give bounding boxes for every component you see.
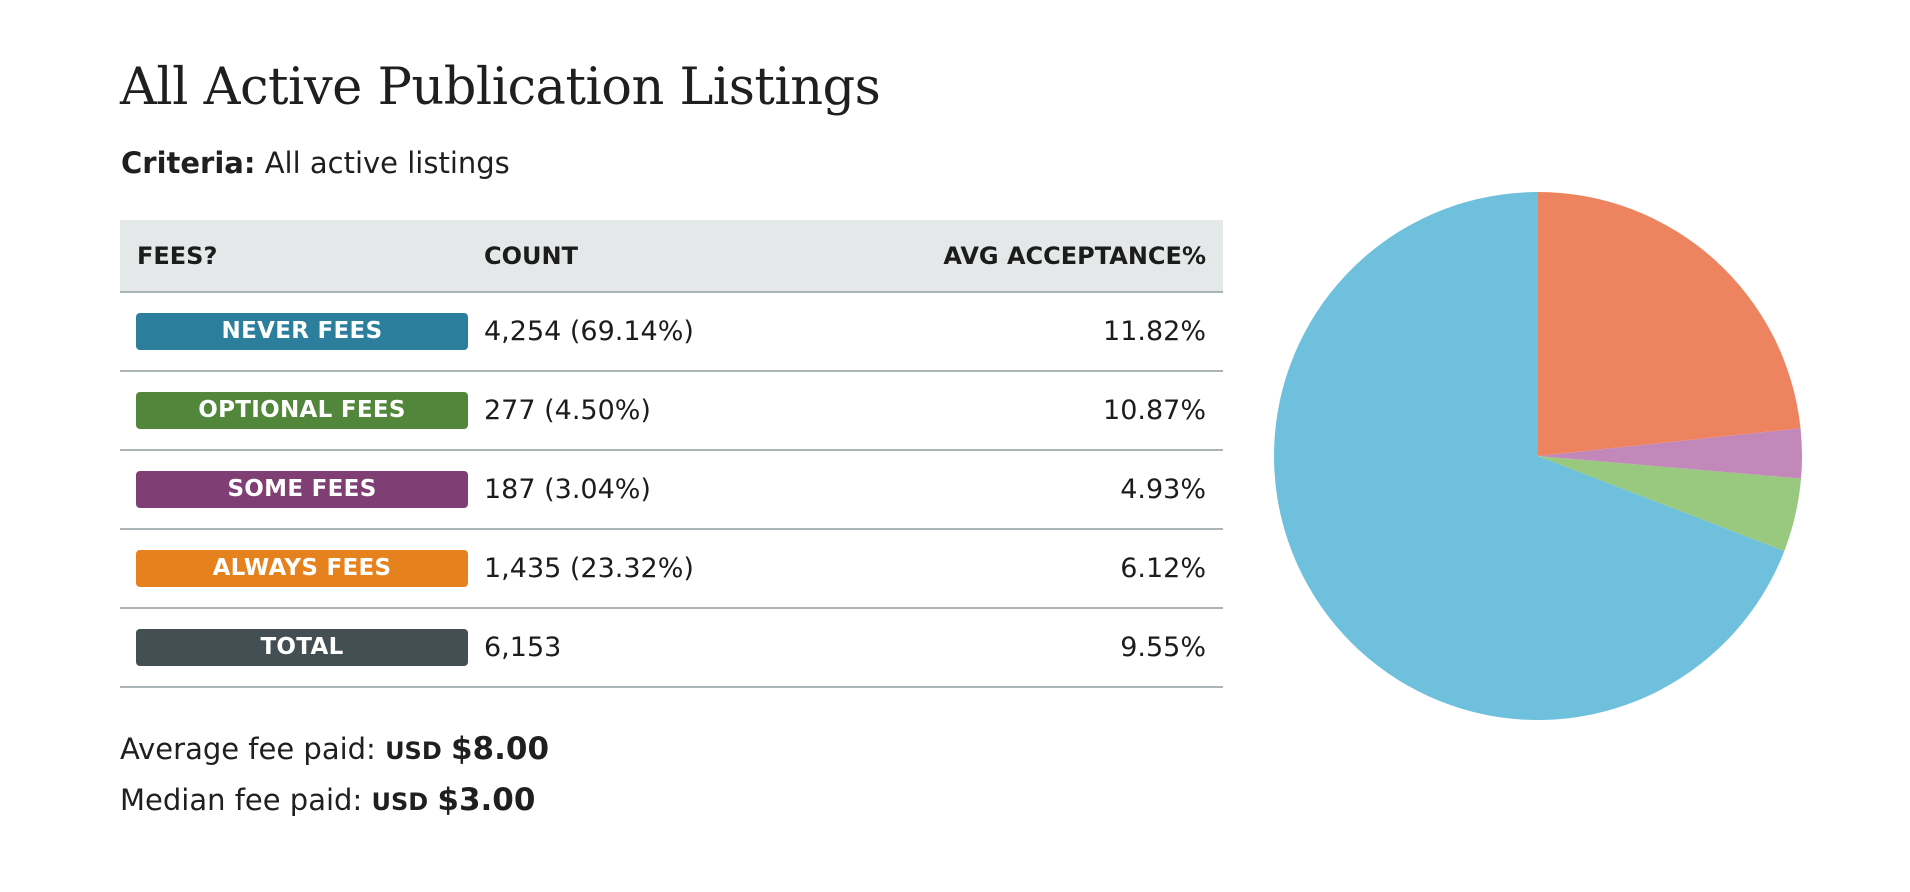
page-title: All Active Publication Listings — [120, 58, 881, 117]
pie-slice-some-fees[interactable] — [1538, 428, 1802, 479]
pie-slice-optional-fees[interactable] — [1538, 456, 1802, 552]
pie-slice-always-fees[interactable] — [1538, 192, 1801, 456]
table-header-row: FEES? COUNT AVG ACCEPTANCE% — [120, 220, 1223, 293]
table-row: OPTIONAL FEES 277 (4.50%) 10.87% — [120, 371, 1223, 451]
criteria-label: Criteria: — [121, 146, 256, 180]
acceptance-cell: 11.82% — [800, 292, 1223, 372]
median-fee-currency: USD — [371, 788, 429, 816]
table-row: SOME FEES 187 (3.04%) 4.93% — [120, 450, 1223, 530]
header-fees[interactable]: FEES? — [120, 220, 484, 293]
criteria-value: All active listings — [264, 146, 510, 180]
acceptance-cell: 10.87% — [800, 371, 1223, 451]
fee-stats: Average fee paid: USD $8.00 Median fee p… — [120, 725, 549, 827]
fees-table: FEES? COUNT AVG ACCEPTANCE% NEVER FEES 4… — [120, 220, 1223, 688]
average-fee-label: Average fee paid: — [120, 732, 376, 766]
table-row: NEVER FEES 4,254 (69.14%) 11.82% — [120, 292, 1223, 372]
table-row: ALWAYS FEES 1,435 (23.32%) 6.12% — [120, 529, 1223, 609]
fee-badge-never[interactable]: NEVER FEES — [136, 313, 468, 350]
median-fee-label: Median fee paid: — [120, 783, 363, 817]
acceptance-cell: 4.93% — [800, 450, 1223, 530]
fee-badge-optional[interactable]: OPTIONAL FEES — [136, 392, 468, 429]
criteria: Criteria: All active listings — [121, 146, 510, 180]
median-fee-amount: $3.00 — [437, 782, 536, 818]
acceptance-cell: 9.55% — [800, 608, 1223, 688]
average-fee-currency: USD — [385, 737, 442, 765]
average-fee-amount: $8.00 — [450, 731, 550, 767]
count-cell: 187 (3.04%) — [484, 450, 801, 530]
fee-badge-some[interactable]: SOME FEES — [136, 471, 468, 508]
table-row: TOTAL 6,153 9.55% — [120, 608, 1223, 688]
average-fee: Average fee paid: USD $8.00 — [120, 725, 549, 776]
fees-pie-chart — [1274, 192, 1802, 720]
count-cell: 277 (4.50%) — [484, 371, 801, 451]
acceptance-cell: 6.12% — [800, 529, 1223, 609]
fee-badge-always[interactable]: ALWAYS FEES — [136, 550, 468, 587]
pie-slice-never-fees[interactable] — [1274, 192, 1785, 720]
count-cell: 6,153 — [484, 608, 801, 688]
header-count[interactable]: COUNT — [484, 220, 801, 293]
count-cell: 1,435 (23.32%) — [484, 529, 801, 609]
header-avg-acceptance[interactable]: AVG ACCEPTANCE% — [800, 220, 1223, 293]
median-fee: Median fee paid: USD $3.00 — [120, 776, 549, 827]
count-cell: 4,254 (69.14%) — [484, 292, 801, 372]
fee-badge-total[interactable]: TOTAL — [136, 629, 468, 666]
